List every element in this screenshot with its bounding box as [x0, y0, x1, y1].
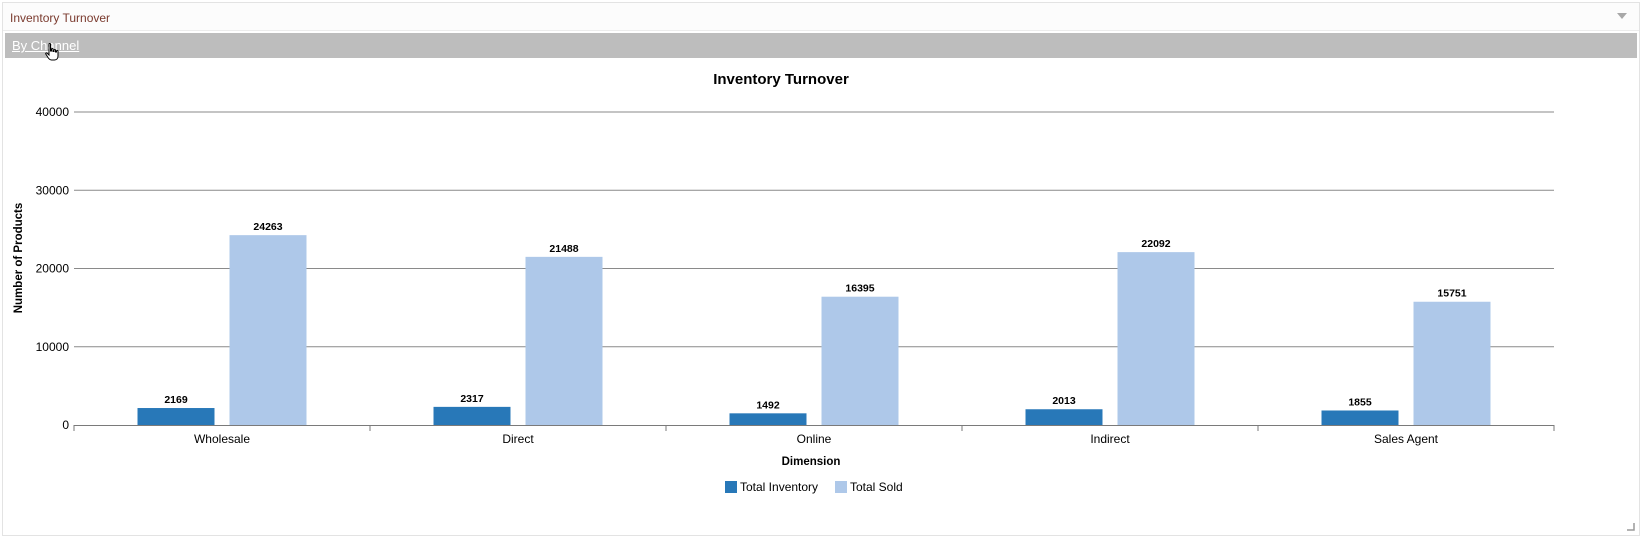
data-label: 15751	[1437, 288, 1466, 300]
bar-total-sold	[525, 256, 603, 425]
panel-header: Inventory Turnover	[3, 3, 1639, 31]
data-label: 1855	[1348, 396, 1372, 408]
bar-total-inventory	[433, 406, 511, 425]
x-tick-label: Wholesale	[194, 432, 250, 446]
x-axis-label: Dimension	[782, 456, 841, 468]
bar-total-inventory	[137, 408, 215, 425]
panel-title: Inventory Turnover	[10, 11, 111, 25]
legend-swatch	[725, 481, 737, 493]
x-tick-label: Online	[797, 432, 832, 446]
data-label: 22092	[1141, 238, 1170, 250]
bar-total-sold	[1413, 301, 1491, 425]
bars	[137, 235, 1491, 425]
y-tick-label: 40000	[36, 105, 70, 119]
resize-grip-icon[interactable]	[1625, 521, 1635, 531]
legend-label: Total Inventory	[740, 480, 818, 494]
x-tick-label: Direct	[502, 432, 534, 446]
data-label: 2013	[1052, 395, 1076, 407]
y-tick-label: 30000	[36, 183, 70, 197]
data-label: 1492	[756, 399, 780, 411]
legend: Total Inventory Total Sold	[725, 480, 903, 494]
x-tick-label: Sales Agent	[1374, 432, 1439, 446]
data-label: 2317	[460, 393, 484, 405]
chart-title: Inventory Turnover	[713, 71, 849, 88]
y-tick-label: 20000	[36, 262, 70, 276]
y-axis-label: Number of Products	[13, 203, 25, 314]
legend-swatch	[835, 481, 847, 493]
bar-total-inventory	[1025, 409, 1103, 425]
breadcrumb: By Channel	[5, 33, 1637, 61]
y-tick-label: 10000	[36, 340, 70, 354]
x-tick-label: Indirect	[1090, 432, 1130, 446]
data-label: 2169	[164, 394, 188, 406]
data-label: 21488	[549, 243, 578, 255]
data-label: 16395	[845, 283, 874, 295]
gridlines	[73, 111, 1555, 431]
bar-total-inventory	[729, 413, 807, 425]
data-label: 24263	[253, 221, 282, 233]
bar-chart: Inventory Turnover 0 10000 20000 30000 40000…	[13, 71, 1555, 494]
breadcrumb-link[interactable]: By Channel	[12, 38, 80, 53]
hand-pointer-icon	[45, 43, 59, 61]
bar-total-sold	[1117, 252, 1195, 425]
bar-total-sold	[821, 296, 899, 425]
labels: 0 10000 20000 30000 40000 2169 24263 Wholesale 2…	[36, 105, 1467, 446]
bar-total-sold	[229, 235, 307, 425]
legend-label: Total Sold	[850, 480, 903, 494]
chevron-down-icon[interactable]	[1617, 13, 1627, 19]
bar-total-inventory	[1321, 410, 1399, 425]
y-tick-label: 0	[62, 418, 69, 432]
